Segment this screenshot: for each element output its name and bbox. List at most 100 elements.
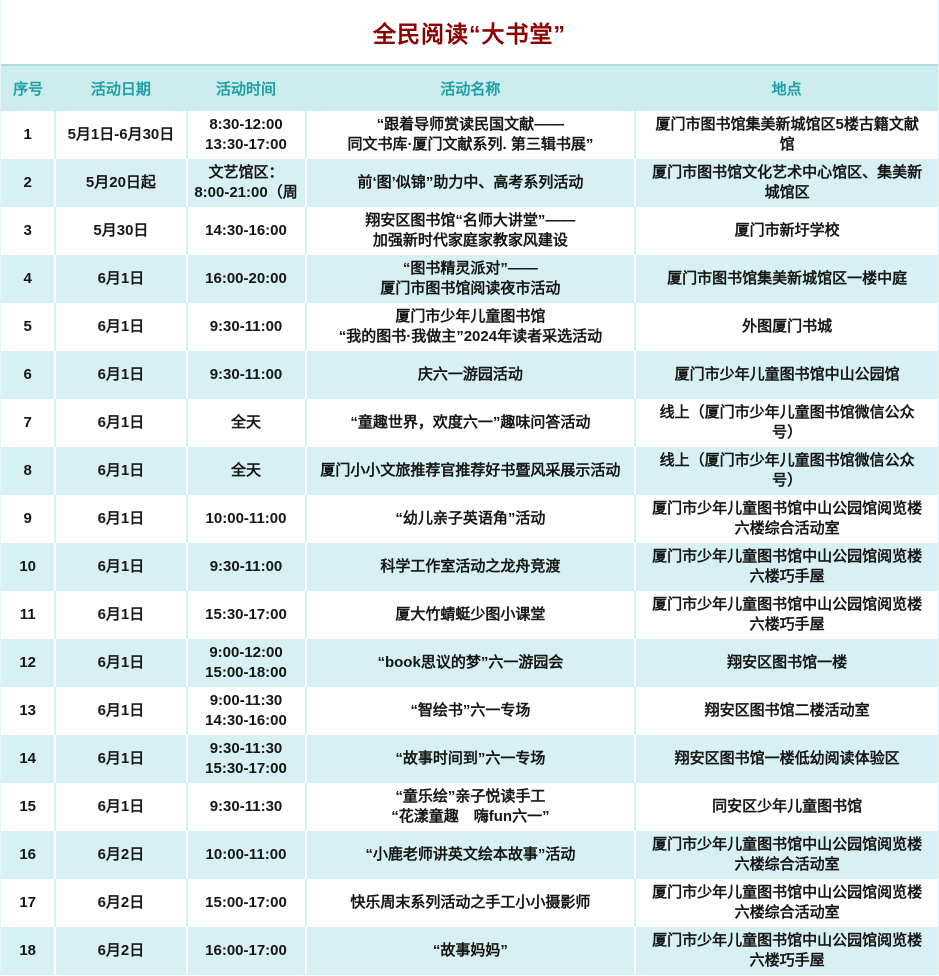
table-row: 9 6月1日 10:00-11:00 “幼儿亲子英语角”活动 厦门市少年儿童图书…	[1, 495, 938, 543]
location-cell: 厦门市少年儿童图书馆中山公园馆阅览楼 六楼巧手屋	[652, 932, 923, 969]
header-location: 地点	[635, 64, 938, 111]
date-cell: 6月1日	[55, 399, 188, 447]
date-cell: 5月1日-6月30日	[55, 111, 188, 159]
table-row: 15 6月1日 9:30-11:30 “童乐绘”亲子悦读手工 “花漾童趣 嗨fun…	[1, 783, 938, 831]
name-cell: 厦大竹蜻蜓少图小课堂	[305, 591, 637, 639]
table-row: 5 6月1日 9:30-11:00 厦门市少年儿童图书馆 “我的图书·我做主”20…	[1, 303, 938, 351]
seq-cell: 1	[1, 111, 57, 159]
time-cell: 10:00-11:00	[186, 831, 307, 879]
location-cell: 厦门市图书馆集美新城馆区5楼古籍文献馆	[655, 116, 919, 153]
date-cell: 6月1日	[55, 783, 188, 831]
header-time: 活动时间	[186, 64, 306, 111]
time-cell: 文艺馆区： 8:00-21:00（周	[186, 159, 307, 207]
location-cell: 厦门市少年儿童图书馆中山公园馆阅览楼 六楼巧手屋	[652, 548, 923, 585]
date-cell: 6月1日	[55, 351, 188, 399]
seq-cell: 15	[1, 783, 57, 831]
time-cell: 8:30-12:00 13:30-17:00	[186, 111, 307, 159]
table-body: 1 5月1日-6月30日 8:30-12:00 13:30-17:00 “跟着导师…	[1, 111, 938, 975]
time-cell: 9:30-11:00	[186, 303, 307, 351]
seq-cell: 6	[1, 351, 57, 399]
page-title-bar: 全民阅读“大书堂”	[1, 0, 938, 64]
date-cell: 6月2日	[55, 831, 188, 879]
name-cell: 厦门小小文旅推荐官推荐好书暨风采展示活动	[305, 447, 637, 495]
name-cell: 快乐周末系列活动之手工小小摄影师	[305, 879, 637, 927]
time-cell: 16:00-17:00	[186, 927, 307, 975]
name-cell: 庆六一游园活动	[305, 351, 637, 399]
location-cell: 翔安区图书馆一楼	[727, 654, 848, 672]
name-cell: “童乐绘”亲子悦读手工 “花漾童趣 嗨fun六一”	[305, 783, 637, 831]
seq-cell: 13	[1, 687, 57, 735]
location-cell: 厦门市少年儿童图书馆中山公园馆阅览楼 六楼综合活动室	[652, 500, 923, 537]
table-row: 7 6月1日 全天 “童趣世界，欢度六一”趣味问答活动 线上（厦门市少年儿童图书…	[1, 399, 938, 447]
location-cell: 线上（厦门市少年儿童图书馆微信公众 号）	[659, 404, 915, 441]
location-cell: 线上（厦门市少年儿童图书馆微信公众 号）	[659, 452, 915, 489]
seq-cell: 5	[1, 303, 57, 351]
name-cell: “图书精灵派对”—— 厦门市图书馆阅读夜市活动	[305, 255, 637, 303]
date-cell: 5月30日	[55, 207, 188, 255]
location-cell: 同安区少年儿童图书馆	[712, 798, 863, 816]
location-cell: 厦门市图书馆文化艺术中心馆区、集美新 城馆区	[652, 164, 923, 201]
time-cell: 9:30-11:30 15:30-17:00	[186, 735, 307, 783]
table-row: 4 6月1日 16:00-20:00 “图书精灵派对”—— 厦门市图书馆阅读夜市活…	[1, 255, 938, 303]
time-cell: 9:30-11:00	[186, 351, 307, 399]
date-cell: 6月1日	[55, 495, 188, 543]
date-cell: 6月1日	[55, 447, 188, 495]
date-cell: 6月2日	[55, 879, 188, 927]
date-cell: 6月1日	[55, 303, 188, 351]
location-cell: 厦门市少年儿童图书馆中山公园馆阅览楼 六楼综合活动室	[652, 884, 923, 921]
time-cell: 9:30-11:30	[186, 783, 307, 831]
time-cell: 全天	[186, 447, 307, 495]
name-cell: “小鹿老师讲英文绘本故事”活动	[305, 831, 637, 879]
name-cell: 厦门市少年儿童图书馆 “我的图书·我做主”2024年读者采选活动	[305, 303, 637, 351]
events-table: 序号 活动日期 活动时间 活动名称 地点 1 5月1日-6月30日 8:30-1…	[1, 64, 938, 975]
location-cell: 厦门市少年儿童图书馆中山公园馆阅览楼 六楼巧手屋	[652, 596, 923, 633]
header-date: 活动日期	[55, 64, 187, 111]
table-row: 18 6月2日 16:00-17:00 “故事妈妈” 厦门市少年儿童图书馆中山公…	[1, 927, 938, 975]
table-row: 2 5月20日起 文艺馆区： 8:00-21:00（周 前‘图’似锦”助力中、高考…	[1, 159, 938, 207]
seq-cell: 2	[1, 159, 57, 207]
location-cell: 厦门市少年儿童图书馆中山公园馆阅览楼 六楼综合活动室	[652, 836, 923, 873]
table-row: 8 6月1日 全天 厦门小小文旅推荐官推荐好书暨风采展示活动 线上（厦门市少年儿…	[1, 447, 938, 495]
seq-cell: 8	[1, 447, 57, 495]
time-cell: 16:00-20:00	[186, 255, 307, 303]
location-cell: 翔安区图书馆一楼低幼阅读体验区	[674, 750, 900, 768]
location-cell: 厦门市图书馆集美新城馆区一楼中庭	[667, 270, 908, 288]
name-cell: 前‘图’似锦”助力中、高考系列活动	[305, 159, 637, 207]
date-cell: 5月20日起	[55, 159, 188, 207]
seq-cell: 10	[1, 543, 57, 591]
seq-cell: 17	[1, 879, 57, 927]
table-row: 10 6月1日 9:30-11:00 科学工作室活动之龙舟竞渡 厦门市少年儿童图…	[1, 543, 938, 591]
table-row: 13 6月1日 9:00-11:30 14:30-16:00 “智绘书”六一专场 …	[1, 687, 938, 735]
name-cell: 翔安区图书馆“名师大讲堂”—— 加强新时代家庭家教家风建设	[305, 207, 637, 255]
name-cell: “幼儿亲子英语角”活动	[305, 495, 637, 543]
date-cell: 6月1日	[55, 639, 188, 687]
time-cell: 全天	[186, 399, 307, 447]
name-cell: “故事时间到”六一专场	[305, 735, 637, 783]
name-cell: “book思议的梦”六一游园会	[305, 639, 637, 687]
date-cell: 6月1日	[55, 543, 188, 591]
seq-cell: 3	[1, 207, 57, 255]
table-row: 16 6月2日 10:00-11:00 “小鹿老师讲英文绘本故事”活动 厦门市少…	[1, 831, 938, 879]
date-cell: 6月1日	[55, 255, 188, 303]
seq-cell: 16	[1, 831, 57, 879]
time-cell: 14:30-16:00	[186, 207, 307, 255]
location-cell: 厦门市少年儿童图书馆中山公园馆	[674, 366, 900, 384]
seq-cell: 12	[1, 639, 57, 687]
date-cell: 6月1日	[55, 735, 188, 783]
location-cell: 外图厦门书城	[742, 318, 833, 336]
name-cell: “跟着导师赏读民国文献—— 同文书库·厦门文献系列. 第三辑书展”	[305, 111, 637, 159]
seq-cell: 4	[1, 255, 57, 303]
time-cell: 9:00-11:30 14:30-16:00	[186, 687, 307, 735]
table-row: 6 6月1日 9:30-11:00 庆六一游园活动 厦门市少年儿童图书馆中山公园…	[1, 351, 938, 399]
table-row: 12 6月1日 9:00-12:00 15:00-18:00 “book思议的梦”…	[1, 639, 938, 687]
name-cell: “故事妈妈”	[305, 927, 637, 975]
table-row: 1 5月1日-6月30日 8:30-12:00 13:30-17:00 “跟着导师…	[1, 111, 938, 159]
location-cell: 翔安区图书馆二楼活动室	[704, 702, 870, 720]
seq-cell: 7	[1, 399, 57, 447]
time-cell: 15:00-17:00	[186, 879, 307, 927]
header-name: 活动名称	[305, 64, 636, 111]
table-row: 11 6月1日 15:30-17:00 厦大竹蜻蜓少图小课堂 厦门市少年儿童图书…	[1, 591, 938, 639]
seq-cell: 14	[1, 735, 57, 783]
date-cell: 6月1日	[55, 687, 188, 735]
